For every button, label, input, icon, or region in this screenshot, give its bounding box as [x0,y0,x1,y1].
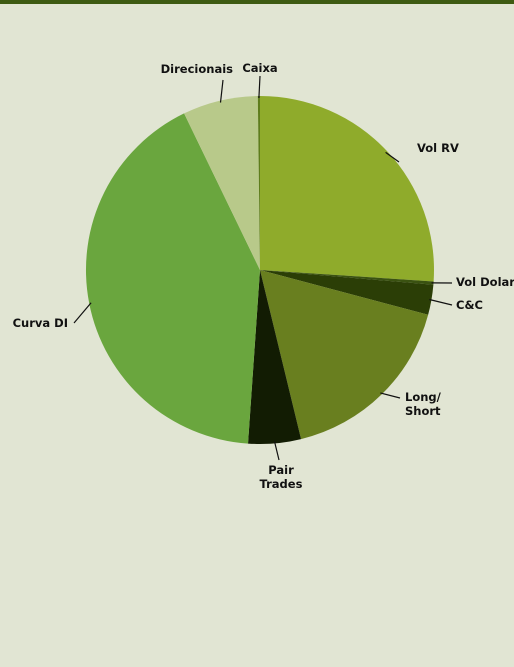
label-direcionais: Direcionais [161,62,234,76]
pie-slice-vol-rv [260,96,434,282]
pie-slices [85,95,434,445]
pie-slice-c-c [260,270,434,315]
label-caixa: Caixa [242,61,277,75]
top-rule [0,0,514,4]
leader-line [380,392,401,399]
pie-slice-curva-di [85,113,260,444]
leader-line [73,302,92,324]
label-curva-di: Curva DI [13,316,68,330]
label-vol-rv: Vol RV [417,141,459,155]
label-vol-dolar: Vol Dolar [456,275,514,289]
leader-line [429,298,453,306]
pie-slice-long-short [260,270,429,440]
label-pair-trades: Pair Trades [260,463,303,491]
pie-slice-caixa [257,95,260,270]
leader-line [258,75,261,99]
label-long-short: Long/Short [405,390,442,418]
leader-line [385,151,400,163]
leader-line [219,79,224,103]
label-c-and-c: C&C [456,298,483,312]
pie-slice-pair-trades [248,270,302,445]
pie-slice-vol-dolar [260,270,434,285]
leader-lines [73,75,453,461]
pie-slice-direcionais [184,96,260,270]
leader-line [273,441,280,461]
